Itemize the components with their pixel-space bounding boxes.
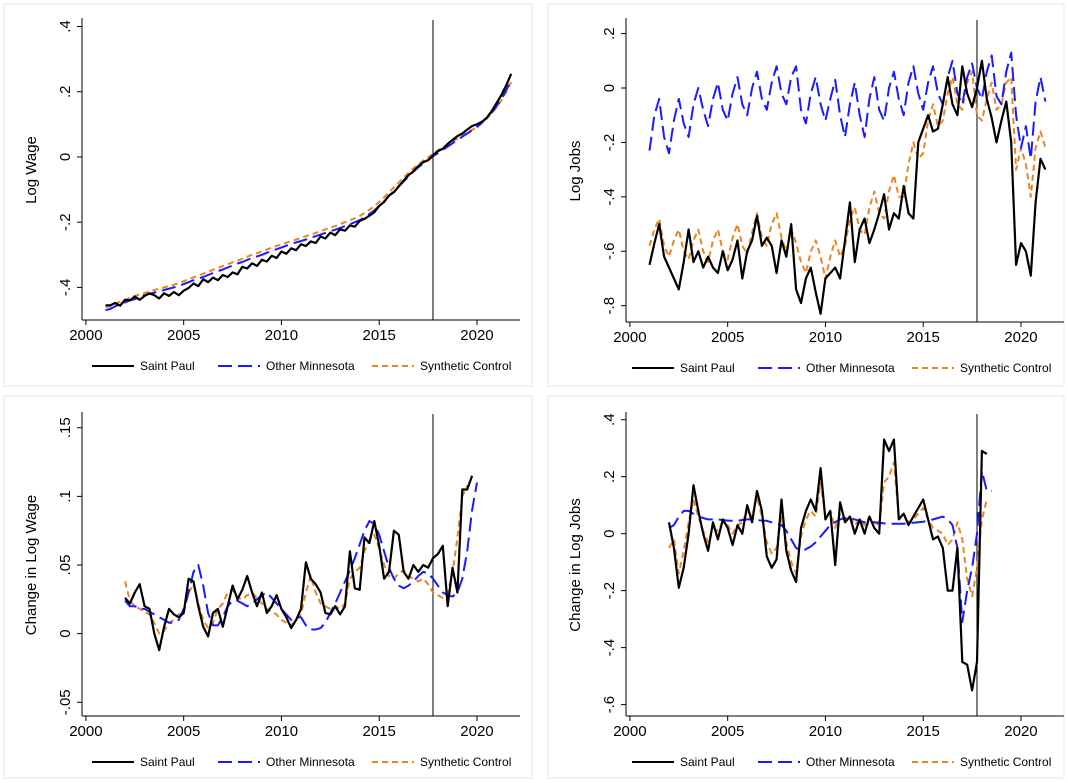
legend-label-other-minnesota: Other Minnesota bbox=[266, 755, 355, 769]
y-axis-label: Change in Log Wage bbox=[23, 495, 40, 635]
y-tick-label: -.05 bbox=[57, 689, 74, 715]
y-tick-label: -.2 bbox=[57, 213, 74, 231]
series-line-saint-paul bbox=[648, 59, 1047, 315]
legend-label-synthetic-control: Synthetic Control bbox=[960, 361, 1051, 375]
x-tick-label: 2020 bbox=[460, 723, 493, 740]
y-tick-label: -.2 bbox=[601, 582, 618, 600]
panel-border bbox=[3, 3, 533, 387]
x-tick-label: 2020 bbox=[1004, 329, 1037, 346]
series-line-synthetic-control bbox=[648, 70, 1047, 280]
chart-panel-4: -.6 -.4 -.2 0 .2 .4 2000 2005 2010 2015 2020 Change… bbox=[547, 395, 1065, 779]
y-axis-label: Log Wage bbox=[23, 136, 40, 204]
y-tick-label: 0 bbox=[601, 529, 618, 537]
x-tick-label: 2000 bbox=[613, 723, 646, 740]
series-line-synthetic-control bbox=[105, 81, 513, 308]
x-tick-label: 2020 bbox=[460, 327, 493, 344]
x-tick-label: 2005 bbox=[167, 327, 200, 344]
x-tick-label: 2015 bbox=[363, 723, 396, 740]
series-line-other-minnesota bbox=[105, 79, 513, 312]
legend-label-saint-paul: Saint Paul bbox=[140, 359, 195, 373]
series-line-other-minnesota bbox=[648, 51, 1047, 160]
panel-border bbox=[547, 395, 1065, 779]
y-tick-label: -.8 bbox=[601, 297, 618, 315]
legend-label-synthetic-control: Synthetic Control bbox=[420, 359, 511, 373]
x-tick-label: 2020 bbox=[1004, 723, 1037, 740]
y-tick-label: .05 bbox=[57, 555, 74, 576]
x-tick-label: 2015 bbox=[363, 327, 396, 344]
y-tick-label: .1 bbox=[57, 490, 74, 503]
legend-label-synthetic-control: Synthetic Control bbox=[420, 755, 511, 769]
x-tick-label: 2000 bbox=[69, 723, 102, 740]
chart-panel-2: -.8 -.6 -.4 -.2 0 .2 2000 2005 2010 2015 2020 Log J… bbox=[547, 3, 1065, 387]
y-tick-label: 0 bbox=[57, 629, 74, 637]
y-tick-label: .4 bbox=[601, 413, 618, 426]
x-tick-label: 2015 bbox=[907, 723, 940, 740]
chart-panel-3: -.05 0 .05 .1 .15 2000 2005 2010 2015 2020 Change … bbox=[3, 395, 533, 779]
legend-label-other-minnesota: Other Minnesota bbox=[806, 755, 895, 769]
x-tick-label: 2000 bbox=[69, 327, 102, 344]
legend-label-saint-paul: Saint Paul bbox=[680, 361, 735, 375]
series-line-saint-paul bbox=[105, 73, 513, 307]
x-tick-label: 2000 bbox=[613, 329, 646, 346]
y-tick-label: -.4 bbox=[57, 279, 74, 297]
y-tick-label: .2 bbox=[601, 27, 618, 40]
series-line-saint-paul bbox=[667, 438, 988, 692]
panel-border bbox=[3, 395, 533, 779]
x-tick-label: 2010 bbox=[809, 329, 842, 346]
x-tick-label: 2005 bbox=[711, 723, 744, 740]
legend-label-synthetic-control: Synthetic Control bbox=[960, 755, 1051, 769]
y-tick-label: -.6 bbox=[601, 696, 618, 714]
legend-label-saint-paul: Saint Paul bbox=[680, 755, 735, 769]
legend-label-other-minnesota: Other Minnesota bbox=[266, 359, 355, 373]
y-axis-label: Log Jobs bbox=[567, 141, 584, 202]
x-tick-label: 2010 bbox=[809, 723, 842, 740]
y-tick-label: -.6 bbox=[601, 243, 618, 261]
series-line-synthetic-control bbox=[124, 484, 469, 635]
x-tick-label: 2005 bbox=[711, 329, 744, 346]
series-line-saint-paul bbox=[124, 475, 474, 652]
x-tick-label: 2010 bbox=[265, 723, 298, 740]
chart-panel-1: -.4 -.2 0 .2 .4 2000 2005 2010 2015 2020 Log Wage S… bbox=[3, 3, 533, 387]
y-axis-label: Change in Log Jobs bbox=[567, 498, 584, 631]
y-tick-label: 0 bbox=[57, 153, 74, 161]
y-tick-label: -.4 bbox=[601, 188, 618, 206]
y-tick-label: 0 bbox=[601, 84, 618, 92]
y-tick-label: .2 bbox=[601, 470, 618, 483]
panel-border bbox=[547, 3, 1065, 387]
legend-label-saint-paul: Saint Paul bbox=[140, 755, 195, 769]
x-tick-label: 2010 bbox=[265, 327, 298, 344]
x-tick-label: 2015 bbox=[907, 329, 940, 346]
legend-label-other-minnesota: Other Minnesota bbox=[806, 361, 895, 375]
y-tick-label: -.4 bbox=[601, 639, 618, 657]
y-tick-label: -.2 bbox=[601, 134, 618, 152]
x-tick-label: 2005 bbox=[167, 723, 200, 740]
y-tick-label: .15 bbox=[57, 417, 74, 438]
y-tick-label: .2 bbox=[57, 85, 74, 98]
y-tick-label: .4 bbox=[57, 20, 74, 33]
